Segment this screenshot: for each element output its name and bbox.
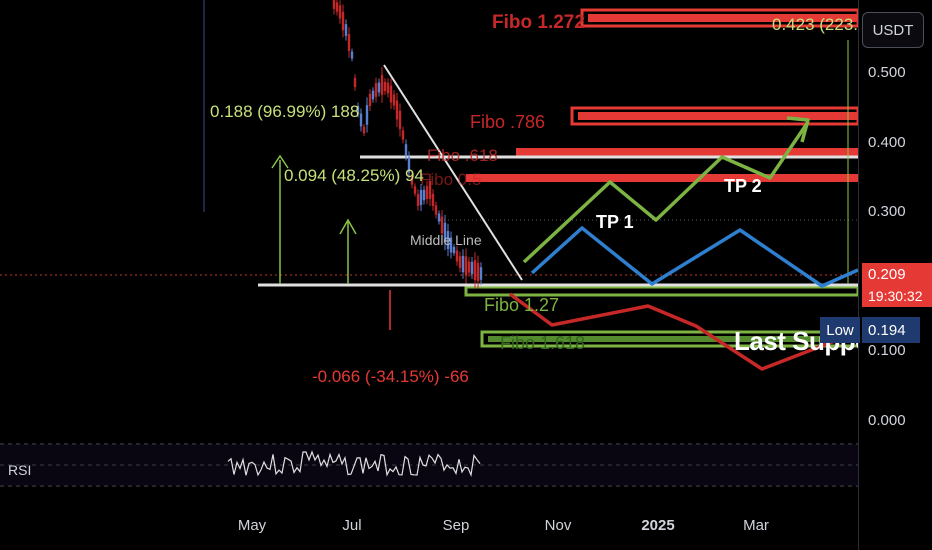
- measure-label-1: 0.188 (96.99%) 188: [210, 102, 360, 121]
- low-label-badge: Low: [820, 317, 860, 343]
- measure-label-2: 0.094 (48.25%) 94: [284, 166, 424, 185]
- price-tick: 0.000: [868, 412, 906, 429]
- candle-body: [404, 144, 408, 156]
- fibo-05-zone: [466, 174, 858, 182]
- candle-body: [344, 24, 348, 36]
- scenario-tp2-arrowhead: [786, 116, 810, 143]
- tp1-label: TP 1: [596, 212, 634, 232]
- candle-body: [362, 126, 366, 134]
- scenario-tp1-path: [530, 226, 859, 288]
- candle-body: [431, 193, 435, 207]
- candle-body: [353, 77, 357, 88]
- candlesticks: [332, 0, 483, 289]
- middle-line-label: Middle Line: [410, 232, 482, 248]
- measure-label-4: 0.423 (223.8: [772, 15, 868, 34]
- candle-body: [341, 11, 345, 31]
- candle-body: [413, 186, 417, 194]
- countdown-badge: 19:30:32: [862, 285, 932, 307]
- candle-body: [359, 113, 363, 127]
- candle-body: [464, 256, 468, 276]
- candle-body: [392, 94, 396, 106]
- fibo-618-label: Fibo .618: [427, 146, 498, 165]
- candle-body: [452, 246, 456, 254]
- fibo-1618-fill: [488, 336, 858, 342]
- candle-body: [425, 186, 429, 199]
- candle-body: [419, 189, 423, 206]
- scenario-bear-path: [508, 292, 859, 371]
- fibo-786-label: Fibo .786: [470, 112, 546, 132]
- descending-trendline: [383, 64, 523, 281]
- tp2-label: TP 2: [724, 176, 762, 196]
- candle-body: [428, 181, 432, 199]
- candle-body: [476, 262, 480, 282]
- price-tick: 0.500: [868, 64, 906, 81]
- rsi-line: [227, 450, 481, 478]
- candle-body: [332, 0, 336, 9]
- low-value-badge: 0.194: [862, 317, 920, 343]
- candle-body: [407, 157, 411, 173]
- candle-body: [371, 90, 375, 100]
- fibo-618-zone: [516, 148, 858, 158]
- time-tick: Nov: [544, 517, 572, 534]
- candle-body: [461, 255, 465, 273]
- fibo-1272-label: Fibo 1.272: [492, 12, 585, 33]
- rsi-band-fill: [0, 444, 858, 486]
- candle-body: [449, 237, 453, 253]
- candle-body: [479, 267, 483, 280]
- candle-body: [446, 230, 450, 250]
- candle-body: [365, 105, 369, 125]
- candle-body: [389, 85, 393, 103]
- measure-label-3: -0.066 (-34.15%) -66: [312, 367, 469, 386]
- price-tick: 0.100: [868, 342, 906, 359]
- candle-body: [467, 261, 471, 273]
- candle-body: [335, 2, 339, 12]
- time-tick: Jul: [342, 517, 362, 534]
- candle-body: [416, 194, 420, 206]
- fibo-05-label: Fibo 0.5: [420, 170, 482, 189]
- candle-body: [377, 82, 381, 93]
- time-tick: Sep: [442, 517, 470, 534]
- candle-body: [455, 250, 459, 262]
- candle-body: [398, 110, 402, 130]
- candle-body: [383, 81, 387, 92]
- candle-body: [410, 175, 414, 185]
- candle-body: [347, 34, 351, 51]
- candle-body: [443, 222, 447, 243]
- candle-body: [380, 75, 384, 95]
- candle-body: [401, 130, 405, 140]
- time-tick: Mar: [743, 517, 769, 534]
- candle-body: [422, 189, 426, 201]
- fibo-1272-fill: [588, 14, 858, 22]
- fibo-127-zone: [464, 285, 860, 297]
- fibo-786-fill: [578, 112, 858, 120]
- candle-body: [386, 82, 390, 94]
- candle-body: [350, 51, 354, 59]
- candle-body: [473, 260, 477, 280]
- measure-arrow-2-head: [339, 218, 357, 235]
- fibo-1618-label: Fibo 1.618: [500, 333, 586, 353]
- candle-body: [440, 216, 444, 234]
- currency-selector[interactable]: USDT: [862, 12, 924, 48]
- rsi-label: RSI: [8, 462, 32, 478]
- price-tick: 0.300: [868, 203, 906, 220]
- time-tick: May: [237, 517, 267, 534]
- candle-body: [374, 83, 378, 97]
- candle-body: [395, 100, 399, 120]
- candle-body: [368, 93, 372, 107]
- candle-body: [434, 205, 438, 215]
- candle-body: [458, 256, 462, 268]
- candle-body: [356, 105, 360, 115]
- scenario-tp2-path: [522, 121, 810, 264]
- time-tick-year: 2025: [641, 517, 675, 534]
- price-tick: 0.400: [868, 134, 906, 151]
- candle-body: [338, 5, 342, 19]
- fibo-127-label: Fibo 1.27: [484, 295, 560, 315]
- current-price-badge: 0.209: [862, 263, 932, 285]
- candle-body: [437, 213, 441, 222]
- candle-body: [470, 261, 474, 275]
- measure-arrow-1-head: [271, 154, 289, 169]
